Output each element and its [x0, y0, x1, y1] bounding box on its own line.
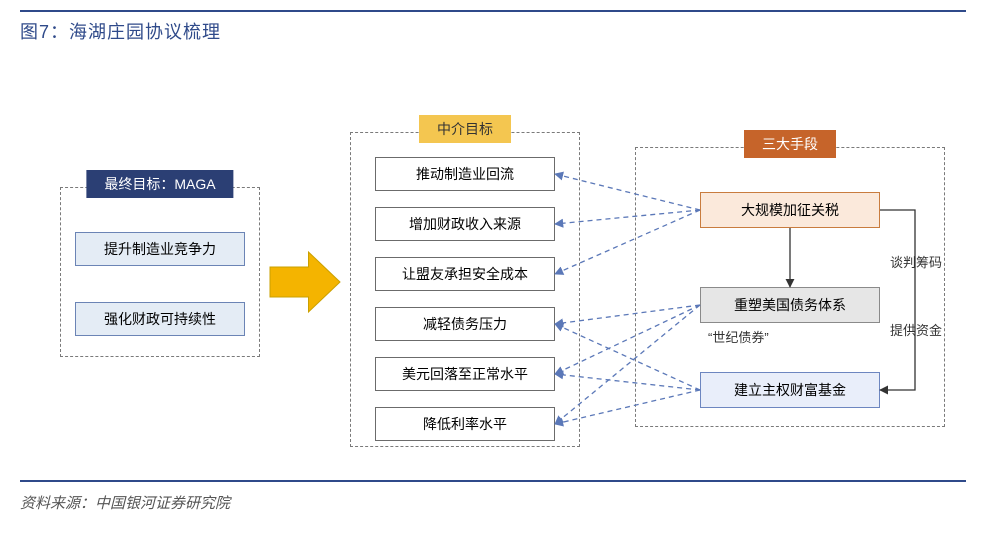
panel-header-intermediate: 中介目标: [419, 115, 511, 143]
box-manufacturing-reshoring: 推动制造业回流: [375, 157, 555, 191]
box-fiscal-sustainability: 强化财政可持续性: [75, 302, 245, 336]
box-lower-rates: 降低利率水平: [375, 407, 555, 441]
label-bargaining-chip: 谈判筹码: [890, 252, 942, 271]
panel-header-final-goal: 最终目标：MAGA: [86, 170, 233, 198]
box-tariffs: 大规模加征关税: [700, 192, 880, 228]
source-label: 资料来源：中国银河证券研究院: [20, 492, 966, 513]
big-arrow-icon: [270, 252, 340, 312]
label-century-bond: “世纪债券”: [708, 327, 769, 346]
rule-bottom: [20, 480, 966, 482]
rule-top: [20, 10, 966, 12]
box-ally-security-cost: 让盟友承担安全成本: [375, 257, 555, 291]
box-competitiveness: 提升制造业竞争力: [75, 232, 245, 266]
box-debt-pressure: 减轻债务压力: [375, 307, 555, 341]
box-dollar-normal: 美元回落至正常水平: [375, 357, 555, 391]
box-debt-restructure: 重塑美国债务体系: [700, 287, 880, 323]
panel-header-means: 三大手段: [744, 130, 836, 158]
figure-title: 图7：海湖庄园协议梳理: [20, 18, 966, 44]
box-sovereign-fund: 建立主权财富基金: [700, 372, 880, 408]
label-provide-funds: 提供资金: [890, 320, 942, 339]
box-revenue-sources: 增加财政收入来源: [375, 207, 555, 241]
diagram-canvas: 最终目标：MAGA 中介目标 三大手段 提升制造业竞争力 强化财政可持续性 推动…: [20, 52, 966, 472]
